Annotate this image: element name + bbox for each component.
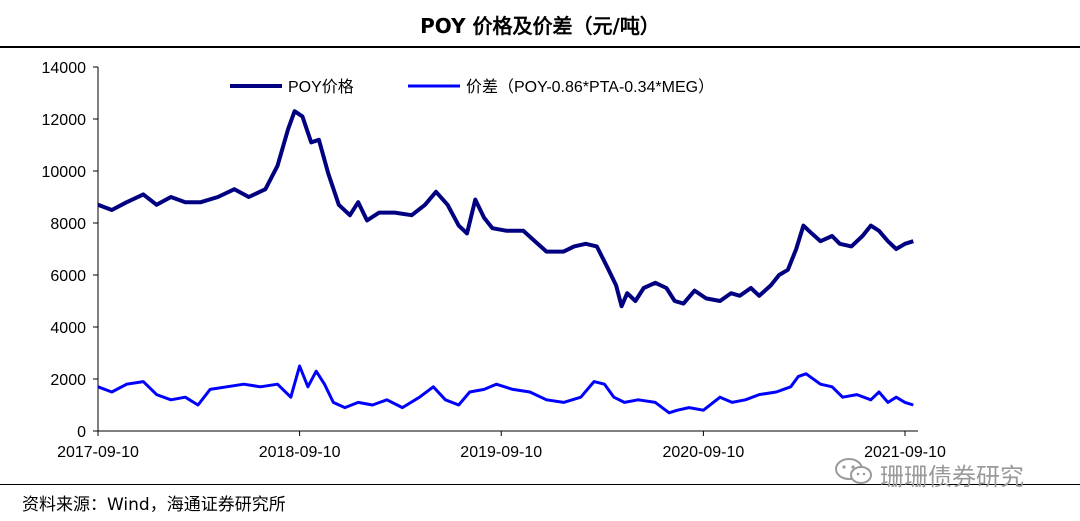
source-note: 资料来源：Wind，海通证券研究所 [22,495,286,515]
series-lines [97,109,914,415]
y-tick-label: 10000 [42,164,87,181]
y-tick-label: 8000 [50,216,86,233]
y-tick-label: 4000 [50,320,86,337]
y-tick-label: 0 [77,424,86,441]
series-line-2 [97,364,914,415]
x-axis: 2017-09-10 2018-09-10 2019-09-10 2020-09-10… [57,430,946,461]
source-divider [0,484,1080,485]
legend-label-1: POY价格 [288,78,354,96]
x-tick-label: 2020-09-10 [662,444,744,461]
y-tick-label: 6000 [50,268,86,285]
legend-label-2: 价差（POY-0.86*PTA-0.34*MEG） [466,78,714,96]
legend: POY价格 价差（POY-0.86*PTA-0.34*MEG） [230,78,714,96]
x-tick-label: 2017-09-10 [57,444,139,461]
y-tick-label: 2000 [50,372,86,389]
y-tick-label: 12000 [42,112,87,129]
watermark: 珊珊债券研究 [832,455,1062,491]
title-divider [0,46,1080,48]
x-tick-label: 2018-09-10 [259,444,341,461]
chart-title: POY 价格及价差（元/吨） [420,14,660,38]
x-tick-label: 2019-09-10 [460,444,542,461]
x-tick-label: 2021-09-10 [864,444,946,461]
wechat-icon [835,458,872,484]
watermark-text: 珊珊债券研究 [880,463,1024,491]
y-axis: 0 2000 4000 6000 8000 10000 12000 14000 [42,60,99,441]
y-tick-label: 14000 [42,60,87,77]
series-line-1 [97,109,914,309]
